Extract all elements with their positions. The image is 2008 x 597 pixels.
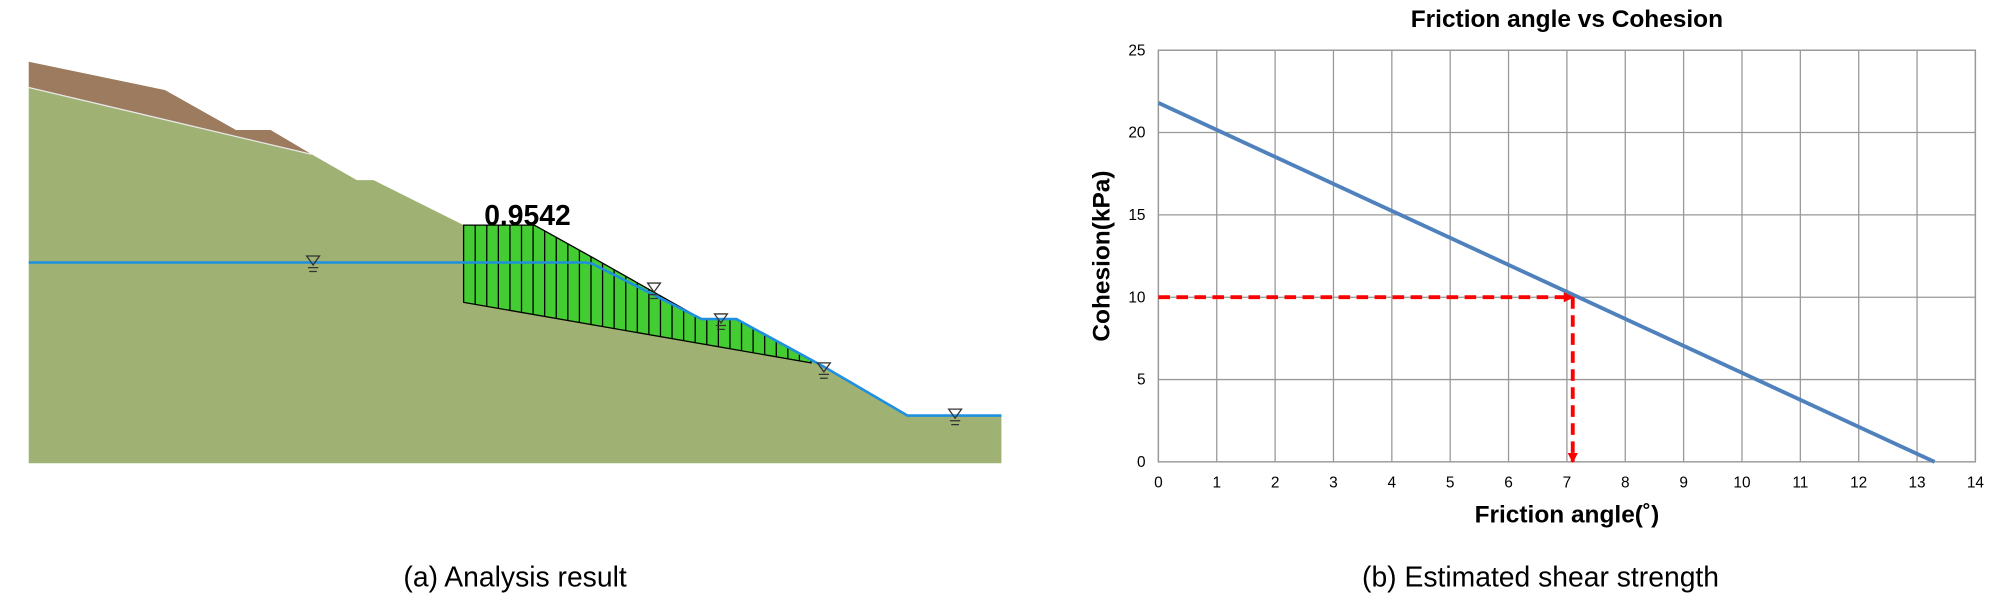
x-tick-label: 6 bbox=[1504, 475, 1513, 492]
chart-title: Friction angle vs Cohesion bbox=[1411, 6, 1723, 33]
caption: (b) Estimated shear strength bbox=[1362, 561, 1719, 593]
x-axis-label: Friction angle(˚) bbox=[1475, 501, 1660, 528]
water-symbols bbox=[305, 255, 963, 426]
x-tick-label: 5 bbox=[1446, 475, 1455, 492]
factor-of-safety: 0.9542 bbox=[484, 199, 571, 231]
x-tick-label: 0 bbox=[1154, 475, 1163, 492]
slip-mass bbox=[462, 224, 812, 364]
x-tick-label: 9 bbox=[1679, 475, 1688, 492]
slope-diagram: 0.9542 bbox=[28, 61, 1002, 464]
x-tick-label: 14 bbox=[1967, 475, 1985, 492]
y-tick-label: 0 bbox=[1137, 454, 1146, 471]
x-tick-label: 13 bbox=[1908, 475, 1925, 492]
y-tick-label: 20 bbox=[1128, 125, 1145, 142]
x-tick-label: 12 bbox=[1850, 475, 1867, 492]
x-tick-label: 8 bbox=[1621, 475, 1630, 492]
caption: (a) Analysis result bbox=[403, 561, 626, 593]
x-tick-label: 1 bbox=[1212, 475, 1221, 492]
x-tick-label: 2 bbox=[1271, 475, 1280, 492]
x-tick-label: 7 bbox=[1563, 475, 1572, 492]
x-tick-label: 4 bbox=[1388, 475, 1397, 492]
y-tick-label: 5 bbox=[1137, 372, 1146, 389]
data-line bbox=[1157, 101, 1936, 464]
y-axis-label: Cohesion(kPa) bbox=[1089, 170, 1116, 341]
layer-boundary bbox=[28, 86, 312, 156]
water-table bbox=[28, 261, 1002, 417]
y-tick-label: 15 bbox=[1128, 207, 1145, 224]
y-tick-label: 25 bbox=[1128, 42, 1145, 59]
x-tick-label: 3 bbox=[1329, 475, 1338, 492]
upper-layer bbox=[28, 61, 312, 155]
y-tick-label: 10 bbox=[1128, 289, 1145, 306]
x-tick-label: 10 bbox=[1733, 475, 1750, 492]
x-tick-label: 11 bbox=[1792, 475, 1808, 492]
